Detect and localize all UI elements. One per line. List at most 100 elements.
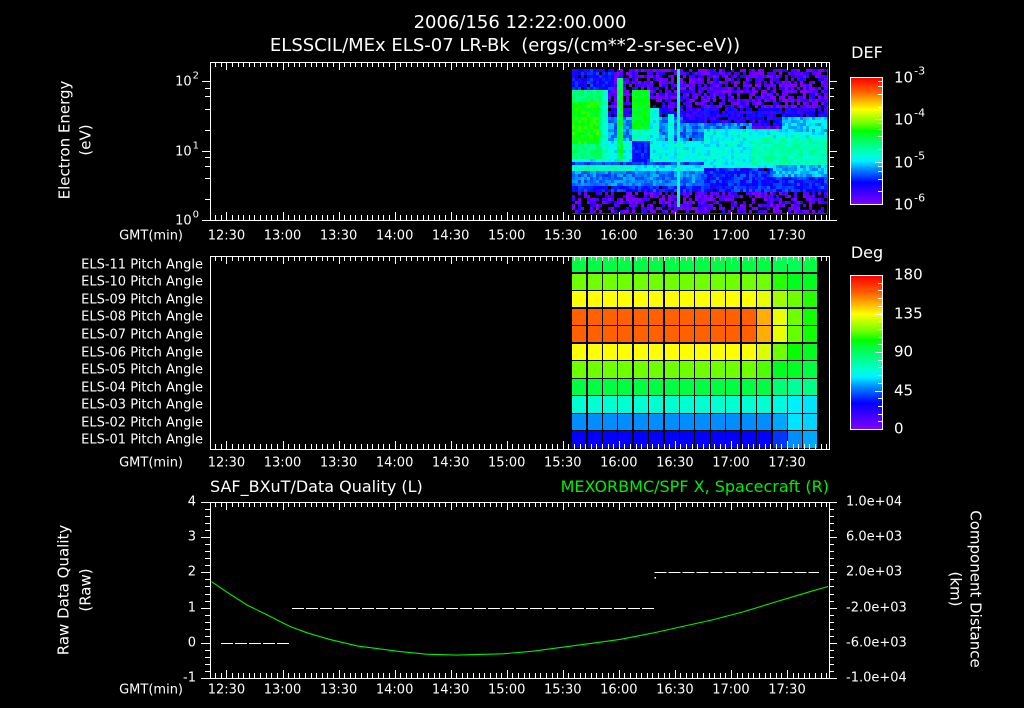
pitch-angle-cell bbox=[803, 413, 818, 431]
pitch-angle-cell bbox=[633, 413, 648, 431]
pitch-angle-cell bbox=[572, 291, 587, 308]
pitch-angle-cell bbox=[803, 361, 818, 378]
data-quality-point bbox=[654, 576, 656, 579]
pitch-angle-cell bbox=[741, 308, 756, 325]
pitch-time-label: 15:00 bbox=[487, 455, 526, 471]
pitch-angle-cell bbox=[787, 361, 803, 378]
deg-colorbar-label: 45 bbox=[894, 381, 914, 399]
pitch-angle-cell bbox=[618, 343, 633, 360]
tick-base: 10 bbox=[894, 195, 914, 214]
energy-time-label: 17:30 bbox=[768, 228, 806, 244]
pitch-angle-cell bbox=[587, 396, 602, 413]
pitch-angle-cell bbox=[726, 413, 741, 431]
pitch-angle-cell bbox=[695, 361, 710, 378]
pitch-angle-cell bbox=[787, 326, 803, 343]
pitch-angle-cell bbox=[757, 343, 772, 360]
pitch-angle-cell bbox=[726, 343, 741, 360]
energy-plot-frame bbox=[210, 62, 830, 221]
quality-tick-label: 3 bbox=[187, 529, 196, 545]
pitch-angle-row-label: ELS-07 Pitch Angle bbox=[81, 327, 203, 343]
spectrogram-title: ELSSCIL/MEx ELS-07 LR-Bk (ergs/(cm**2-sr… bbox=[269, 35, 741, 56]
quality-plot-frame bbox=[210, 502, 830, 679]
pitch-angle-cell bbox=[787, 431, 803, 448]
pitch-angle-cell bbox=[572, 326, 587, 343]
pitch-angle-cell bbox=[633, 326, 648, 343]
pitch-angle-cell bbox=[618, 431, 633, 448]
pitch-angle-row-label: ELS-05 Pitch Angle bbox=[81, 362, 203, 378]
def-colorbar-label: 10-4 bbox=[894, 108, 925, 128]
pitch-angle-cell bbox=[772, 413, 787, 431]
pitch-angle-cell bbox=[664, 413, 679, 431]
pitch-angle-cell bbox=[757, 378, 772, 396]
pitch-angle-cell bbox=[633, 343, 648, 360]
quality-time-label: 17:30 bbox=[768, 682, 806, 698]
quality-time-label: 15:30 bbox=[544, 682, 582, 698]
energy-axis-title: Electron Energy bbox=[55, 80, 74, 200]
pitch-angle-cell bbox=[772, 273, 787, 290]
quality-time-label: 12:30 bbox=[207, 682, 246, 698]
quality-time-label: 16:00 bbox=[600, 682, 638, 698]
pitch-angle-cell bbox=[757, 413, 772, 431]
pitch-time-label: 12:30 bbox=[207, 455, 246, 471]
distance-tick-label: -2.0e+03 bbox=[846, 600, 907, 616]
pitch-angle-cell bbox=[602, 413, 618, 431]
pitch-angle-cell bbox=[618, 308, 633, 325]
pitch-angle-cell bbox=[741, 273, 756, 290]
right-axis-title: MEXORBMC/SPF X, Spacecraft (R) bbox=[560, 477, 829, 496]
pitch-angle-cell bbox=[787, 273, 803, 290]
pitch-angle-cell bbox=[757, 431, 772, 448]
pitch-angle-row-label: ELS-11 Pitch Angle bbox=[81, 257, 203, 273]
pitch-angle-cell bbox=[618, 256, 633, 273]
quality-time-label: 14:30 bbox=[431, 682, 470, 698]
def-colorbar-label: 10-6 bbox=[894, 193, 925, 214]
pitch-angle-cell bbox=[618, 396, 633, 413]
tick-base: 10 bbox=[175, 144, 192, 159]
quality-tick-label: 0 bbox=[187, 635, 196, 651]
pitch-angle-cell bbox=[741, 413, 756, 431]
pitch-angle-cell bbox=[726, 378, 741, 396]
distance-axis-units: (km) bbox=[946, 571, 965, 607]
quality-time-label: 13:00 bbox=[263, 682, 302, 698]
pitch-angle-cell bbox=[757, 273, 772, 290]
pitch-angle-cell bbox=[633, 378, 648, 396]
pitch-angle-cell bbox=[602, 291, 618, 308]
pitch-angle-cell bbox=[803, 291, 818, 308]
pitch-angle-cell bbox=[772, 291, 787, 308]
pitch-angle-row-label: ELS-06 Pitch Angle bbox=[81, 345, 203, 360]
pitch-angle-cell bbox=[741, 396, 756, 413]
tick-exponent: 2 bbox=[192, 70, 199, 82]
quality-time-label: 14:00 bbox=[375, 682, 414, 698]
pitch-angle-cell bbox=[602, 396, 618, 413]
distance-tick-label: 6.0e+03 bbox=[846, 529, 903, 545]
pitch-angle-cell bbox=[633, 361, 648, 378]
pitch-angle-cell bbox=[680, 256, 695, 273]
pitch-angle-cell bbox=[772, 343, 787, 360]
pitch-time-label: 13:00 bbox=[263, 455, 302, 471]
energy-time-label: 15:00 bbox=[487, 228, 526, 244]
distance-tick-label: -1.0e+04 bbox=[846, 670, 907, 686]
pitch-angle-cell bbox=[757, 308, 772, 325]
pitch-angle-cell bbox=[726, 308, 741, 325]
distance-tick-label: 1.0e+04 bbox=[846, 494, 903, 510]
pitch-angle-cell bbox=[664, 361, 679, 378]
pitch-time-label: 17:30 bbox=[768, 455, 806, 471]
pitch-angle-cell bbox=[680, 413, 695, 431]
pitch-angle-cell bbox=[803, 396, 818, 413]
pitch-angle-cell bbox=[572, 361, 587, 378]
pitch-angle-cell bbox=[664, 291, 679, 308]
deg-colorbar-label: 180 bbox=[894, 265, 923, 284]
pitch-angle-cell bbox=[649, 396, 664, 413]
quality-tick-label: 1 bbox=[187, 600, 196, 616]
left-axis-title: SAF_BXuT/Data Quality (L) bbox=[210, 477, 423, 496]
pitch-angle-cell bbox=[710, 291, 725, 308]
pitch-angle-cell bbox=[726, 326, 741, 343]
pitch-angle-cell bbox=[587, 273, 602, 290]
pitch-angle-cell bbox=[757, 396, 772, 413]
pitch-angle-cell bbox=[680, 396, 695, 413]
pitch-angle-cell bbox=[664, 396, 679, 413]
energy-tick-label: 101 bbox=[175, 141, 199, 159]
pitch-angle-cell bbox=[726, 256, 741, 273]
tick-exponent: -4 bbox=[914, 106, 926, 120]
pitch-angle-cell bbox=[680, 308, 695, 325]
